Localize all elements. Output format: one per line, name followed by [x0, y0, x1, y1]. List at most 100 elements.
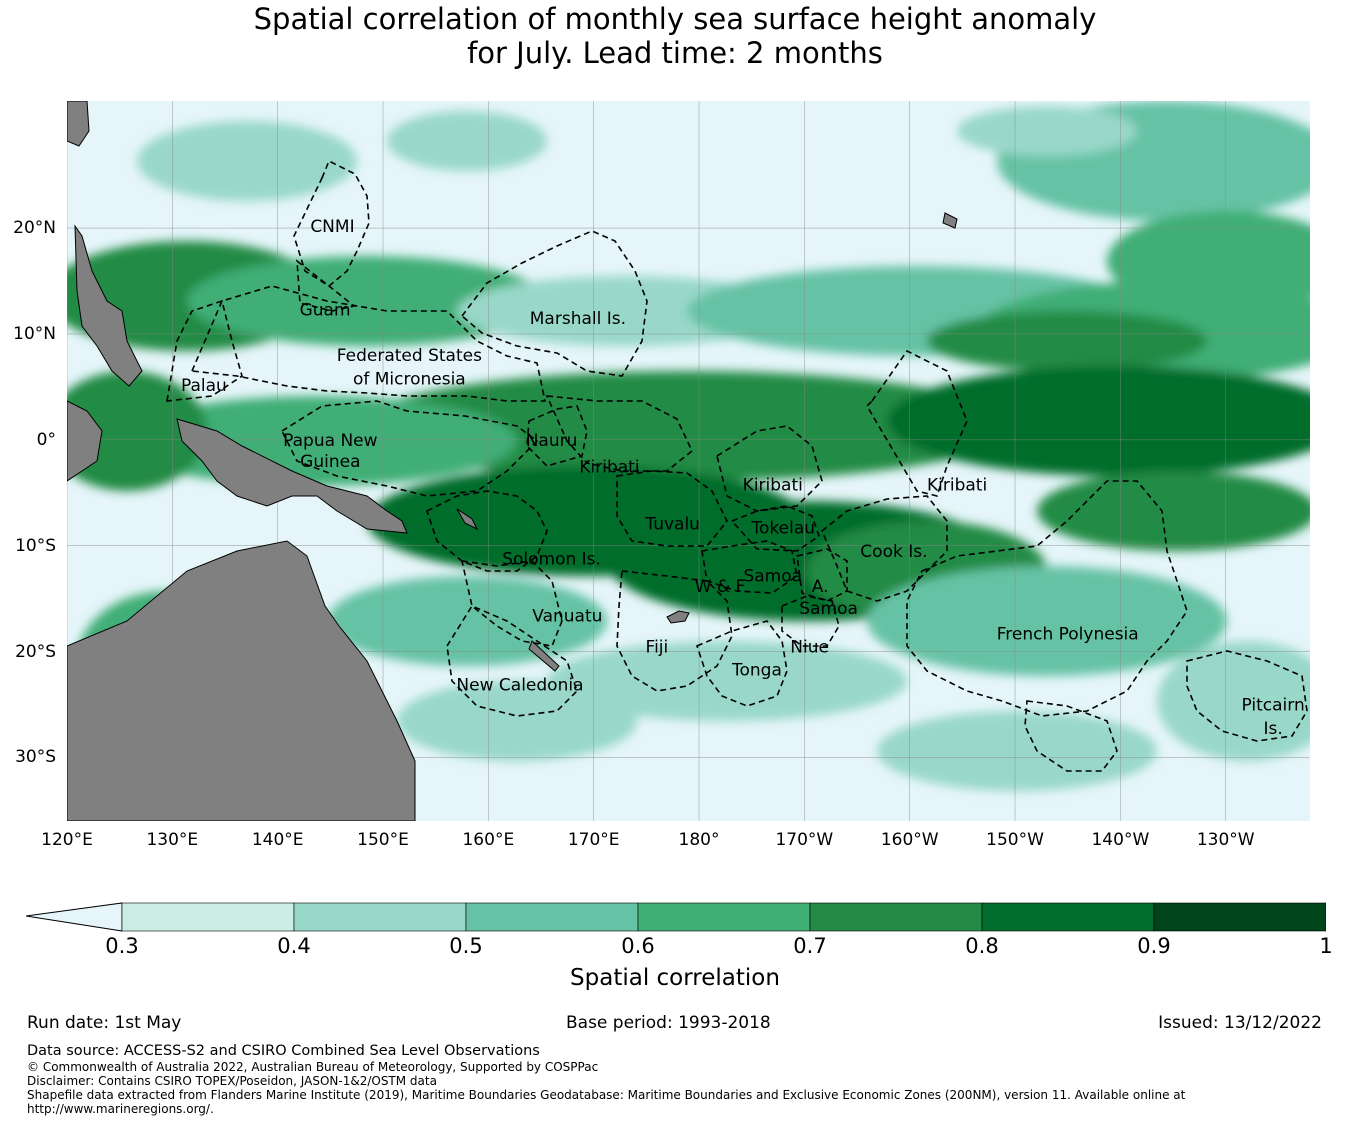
latitude-tick-label: 10°S — [15, 535, 56, 556]
eez-kermadec — [1024, 700, 1118, 772]
longitude-tick-label: 130°E — [146, 830, 199, 850]
australia-land — [67, 540, 416, 821]
region-label: Papua New — [283, 431, 377, 451]
run-date: Run date: 1st May — [27, 1013, 182, 1033]
correlation-map: CNMI Guam Marshall Is. Federated States of M… — [67, 101, 1310, 821]
new-guinea-land — [176, 418, 408, 534]
indonesia-land — [67, 400, 103, 482]
eez-solomon — [426, 490, 548, 572]
colorbar-segment — [293, 902, 467, 932]
eez-french-polynesia — [906, 480, 1188, 717]
colorbar-segment — [465, 902, 639, 932]
colorbar — [26, 902, 1326, 932]
colorbar-tick-label: 0.8 — [965, 934, 999, 958]
longitude-tick-label: 180° — [678, 830, 720, 850]
data-source: Data source: ACCESS-S2 and CSIRO Combine… — [27, 1043, 540, 1059]
eez-guam — [296, 259, 356, 312]
region-label: Vanuatu — [532, 607, 602, 627]
region-label: Tonga — [731, 661, 782, 681]
region-label: A. — [812, 577, 829, 597]
longitude-tick-label: 170°W — [775, 830, 834, 850]
hawaii-land — [942, 212, 958, 229]
eez-palau — [166, 299, 243, 402]
eez-vanuatu — [460, 560, 563, 647]
chart-title: Spatial correlation of monthly sea surfa… — [0, 2, 1350, 70]
eez-marshall — [460, 230, 648, 377]
eez-fsm — [190, 285, 546, 402]
base-period: Base period: 1993-2018 — [566, 1013, 771, 1033]
region-label: Tuvalu — [644, 514, 700, 534]
colorbar-tick-label: 0.3 — [105, 934, 139, 958]
title-line-1: Spatial correlation of monthly sea surfa… — [253, 2, 1097, 36]
latitude-tick-label: 20°S — [15, 641, 56, 662]
region-label: Samoa — [743, 566, 802, 586]
region-label: Cook Is. — [860, 542, 927, 562]
region-label: Is. — [1263, 719, 1282, 739]
colorbar-tick-label: 0.7 — [793, 934, 827, 958]
eez-tonga — [696, 620, 788, 707]
region-label: French Polynesia — [997, 625, 1139, 645]
eez-cnmi — [293, 159, 370, 287]
longitude-tick-label: 140°W — [1091, 830, 1150, 850]
colorbar-segment — [981, 902, 1155, 932]
colorbar-segment — [121, 902, 295, 932]
eez-pitcairn — [1186, 650, 1308, 742]
eez-niue — [781, 595, 840, 647]
latitude-tick-label: 10°N — [13, 323, 56, 344]
eez-kiribati-gilbert — [545, 395, 693, 472]
region-label: Pitcairn — [1242, 696, 1305, 716]
region-label: Samoa — [799, 599, 858, 619]
region-label: Nauru — [526, 431, 578, 451]
colorbar-segment — [1153, 902, 1326, 932]
colorbar-tick-label: 0.9 — [1137, 934, 1171, 958]
eez-nauru — [526, 405, 588, 467]
colorbar-tick-label: 0.5 — [449, 934, 483, 958]
colorbar-tick-label: 0.6 — [621, 934, 655, 958]
correlation-field — [67, 101, 1310, 791]
eez-kiribati-phoenix — [716, 425, 823, 512]
eez-cook — [821, 495, 948, 602]
disclaimer: Disclaimer: Contains CSIRO TOPEX/Poseido… — [27, 1074, 437, 1088]
colorbar-segment — [809, 902, 983, 932]
region-label: W & F — [695, 577, 746, 597]
eez-boundaries — [166, 159, 1308, 772]
eez-samoa-wf — [701, 540, 798, 594]
longitude-tick-label: 130°W — [1196, 830, 1255, 850]
longitude-tick-label: 150°E — [357, 830, 409, 850]
colorbar-label: Spatial correlation — [570, 965, 780, 991]
eez-kiribati-line — [865, 349, 968, 497]
solomon-land — [456, 508, 479, 531]
region-label: Fiji — [646, 637, 669, 657]
colorbar-tick-label: 0.4 — [277, 934, 311, 958]
region-label: Kiribati — [579, 457, 639, 477]
longitude-tick-label: 140°E — [251, 830, 304, 850]
colorbar-tick-label: 1 — [1319, 934, 1333, 958]
eez-fiji — [616, 570, 733, 692]
copyright: © Commonwealth of Australia 2022, Austra… — [27, 1060, 599, 1074]
credits: Data source: ACCESS-S2 and CSIRO Combine… — [27, 1043, 1327, 1116]
colorbar-extend-arrow — [26, 902, 123, 932]
region-label: CNMI — [310, 217, 354, 237]
taiwan-land — [67, 101, 90, 147]
map-labels: CNMI Guam Marshall Is. Federated States of M… — [181, 217, 1305, 739]
eez-tuvalu — [616, 470, 728, 547]
region-label: New Caledonia — [456, 675, 583, 695]
eez-tokelau — [730, 505, 820, 552]
longitude-tick-label: 160°W — [880, 830, 939, 850]
longitude-tick-label: 120°E — [41, 830, 93, 850]
issued-date: Issued: 13/12/2022 — [1158, 1013, 1322, 1033]
region-label: Kiribati — [927, 475, 987, 495]
colorbar-segment — [637, 902, 811, 932]
region-label: of Micronesia — [353, 369, 466, 389]
eez-new-caledonia — [446, 604, 578, 717]
eez-american-samoa — [796, 548, 848, 602]
region-label: Marshall Is. — [530, 309, 626, 329]
philippines-land — [74, 224, 143, 387]
land — [67, 101, 958, 821]
longitude-tick-label: 160°E — [462, 830, 515, 850]
shapefile-credit: Shapefile data extracted from Flanders M… — [27, 1088, 1186, 1102]
region-label: Niue — [790, 637, 829, 657]
latitude-tick-label: 20°N — [13, 218, 56, 239]
longitude-tick-label: 170°E — [567, 830, 620, 850]
region-label: Palau — [181, 376, 227, 396]
